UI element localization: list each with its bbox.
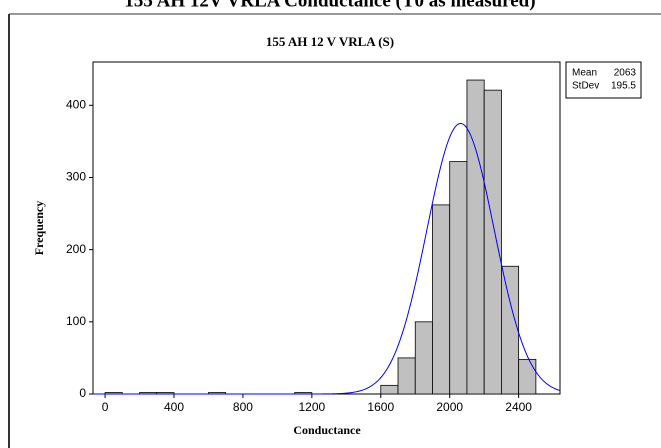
- bar: [518, 358, 537, 395]
- page-title: 155 AH 12V VRLA Conductance (T0 as measu…: [124, 0, 535, 11]
- y-tick-label: 100: [66, 314, 86, 328]
- bar: [414, 321, 433, 395]
- fit-curve: [93, 122, 561, 395]
- y-tick-label: 200: [66, 242, 86, 256]
- x-tick-label: 0: [102, 400, 109, 414]
- legend-value: 195.5: [611, 81, 636, 92]
- chart-title: 155 AH 12 V VRLA (S): [266, 34, 394, 49]
- bar: [466, 79, 485, 395]
- bar: [380, 384, 399, 395]
- x-tick-label: 1600: [367, 400, 394, 414]
- bar: [449, 161, 468, 395]
- x-tick-label: 800: [233, 400, 253, 414]
- x-tick-label: 400: [164, 400, 184, 414]
- y-axis-label: Frequency: [32, 201, 46, 255]
- x-tick-label: 2000: [436, 400, 463, 414]
- bar: [432, 204, 451, 395]
- bar: [483, 89, 502, 395]
- legend-name: Mean: [572, 68, 597, 79]
- legend-name: StDev: [572, 81, 599, 92]
- x-tick-label: 2400: [505, 400, 532, 414]
- y-tick-label: 400: [66, 97, 86, 111]
- bar: [397, 357, 416, 395]
- y-tick-label: 300: [66, 170, 86, 184]
- bar: [501, 265, 520, 395]
- y-tick-label: 0: [79, 386, 86, 400]
- legend-box: [565, 61, 642, 99]
- x-tick-label: 1200: [299, 400, 326, 414]
- x-axis-label: Conductance: [293, 423, 361, 437]
- legend-value: 2063: [614, 68, 637, 79]
